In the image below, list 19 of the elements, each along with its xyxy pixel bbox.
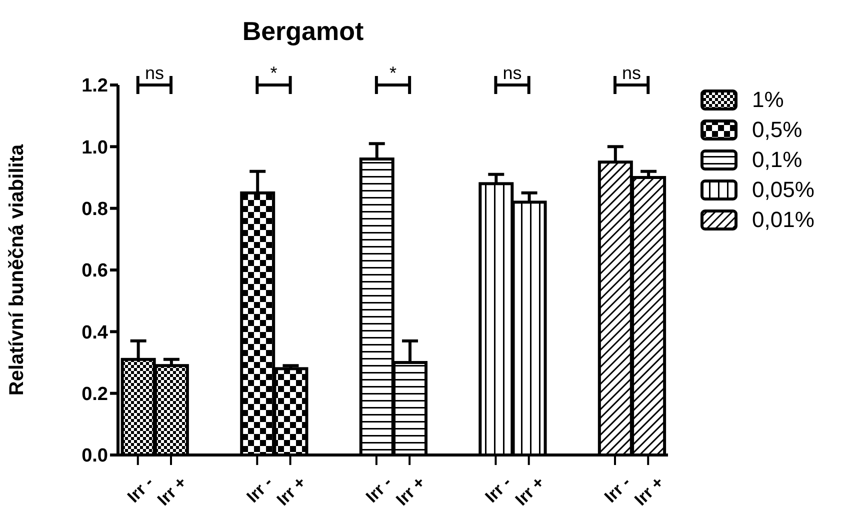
y-tick-label: 0.6 [82,260,108,282]
y-tick-label: 0.2 [82,384,108,406]
y-tick-label: 0.4 [82,322,108,344]
legend-label: 0,1% [752,147,802,173]
text: ns [502,63,522,83]
y-tick-label: 1.0 [82,137,108,158]
legend-label: 1% [752,87,784,113]
legend-label: 0,01% [752,207,814,233]
text: ns [144,63,164,83]
y-tick-label: 1.2 [82,76,108,97]
legend-label: 0,05% [752,177,814,203]
text: ns [622,63,642,83]
text: * [389,63,397,83]
y-tick-label: 0.8 [82,199,108,220]
text: * [270,63,278,83]
chart-title: Bergamot [241,16,365,47]
legend-label: 0,5% [752,117,802,143]
y-tick-label: 0.0 [82,446,108,467]
y-axis-title: Relatívní buněčná viabilita [6,144,28,396]
